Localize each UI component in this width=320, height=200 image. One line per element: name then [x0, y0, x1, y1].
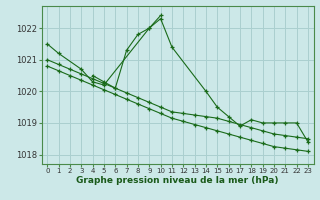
- X-axis label: Graphe pression niveau de la mer (hPa): Graphe pression niveau de la mer (hPa): [76, 176, 279, 185]
